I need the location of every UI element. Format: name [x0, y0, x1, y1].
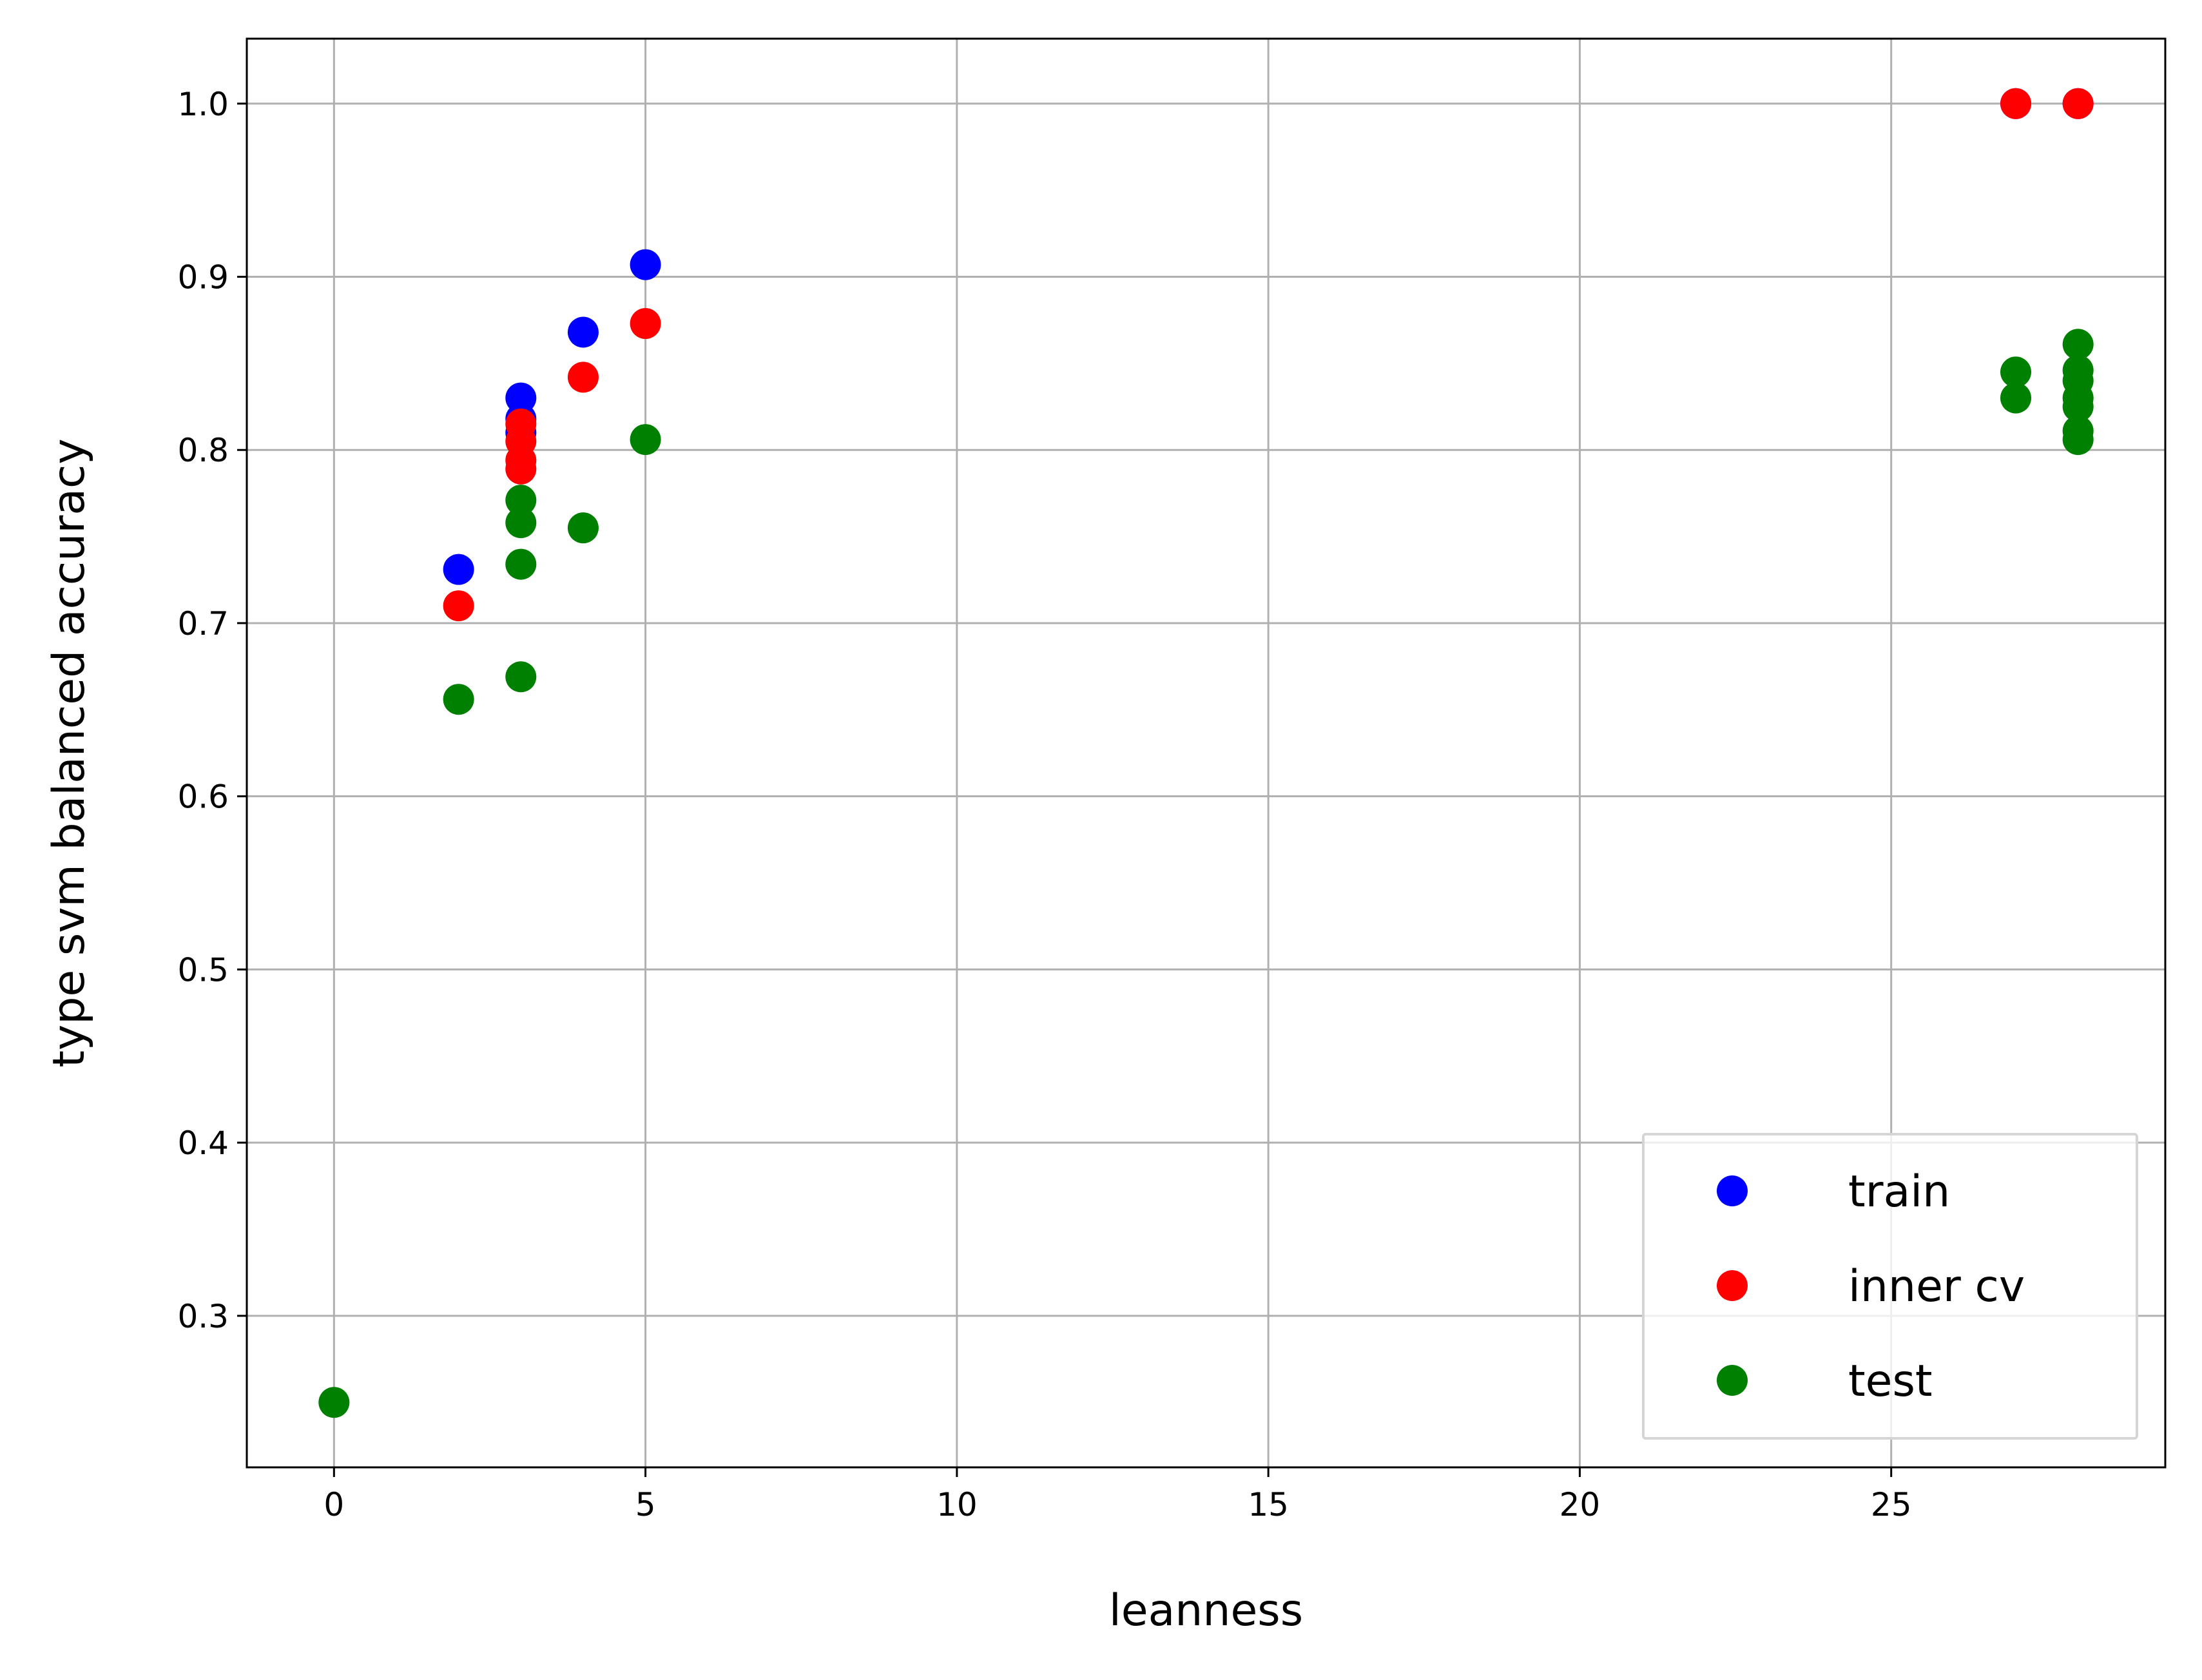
series-inner-cv [443, 88, 2094, 622]
data-point [567, 512, 599, 544]
plot-frame [246, 37, 2167, 1469]
y-tick-label: 0.7 [177, 605, 229, 642]
legend-label: test [1848, 1356, 1933, 1407]
data-point [318, 1387, 350, 1418]
legend-marker [1717, 1175, 1748, 1206]
y-axis-label: type svm balanced accuracy [44, 438, 95, 1067]
data-point [505, 548, 537, 580]
legend-marker [1717, 1365, 1748, 1396]
y-tick-label: 0.4 [177, 1125, 229, 1162]
data-point [630, 249, 661, 280]
data-point [2062, 88, 2094, 119]
data-point [505, 661, 537, 693]
data-point [443, 590, 474, 622]
y-tick-label: 0.8 [177, 432, 229, 469]
data-point [2062, 391, 2094, 423]
x-tick-label: 0 [324, 1486, 344, 1523]
data-point [443, 684, 474, 715]
data-point [630, 424, 661, 456]
x-axis-label: leanness [1109, 1585, 1303, 1636]
legend-label: inner cv [1848, 1261, 2025, 1312]
data-point [505, 507, 537, 539]
data-points [318, 88, 2094, 1418]
legend-item: test [1717, 1356, 1933, 1407]
y-tick-label: 0.3 [177, 1298, 229, 1335]
data-point [505, 485, 537, 516]
data-point [505, 453, 537, 485]
legend-item: inner cv [1717, 1261, 2025, 1312]
x-tick-label: 25 [1871, 1486, 1912, 1523]
y-tick-label: 0.6 [177, 778, 229, 816]
legend-label: train [1848, 1166, 1950, 1217]
data-point [2062, 329, 2094, 360]
data-point [443, 554, 474, 585]
x-tick-label: 10 [936, 1486, 978, 1523]
legend-marker [1717, 1270, 1748, 1301]
axis-ticks: 0 5 10 15 20 25 0.3 0.4 0.5 0.6 0.7 0.8 0.9 1.0 [177, 86, 1911, 1523]
legend-item: train [1717, 1166, 1950, 1217]
x-tick-label: 5 [635, 1486, 656, 1523]
legend-frame [1642, 1133, 2138, 1440]
y-tick-label: 0.9 [177, 259, 229, 296]
y-tick-label: 0.5 [177, 951, 229, 989]
data-point [2000, 356, 2032, 388]
data-point [630, 308, 661, 340]
y-tick-label: 1.0 [177, 86, 229, 123]
data-point [567, 316, 599, 348]
grid-lines [247, 39, 2165, 1467]
series-test [318, 329, 2094, 1418]
data-point [2000, 88, 2032, 119]
data-point [567, 362, 599, 393]
x-tick-label: 15 [1248, 1486, 1289, 1523]
data-point [2000, 382, 2032, 414]
data-point [2062, 424, 2094, 456]
x-tick-label: 20 [1560, 1486, 1601, 1523]
legend: train inner cv test [1642, 1133, 2138, 1440]
